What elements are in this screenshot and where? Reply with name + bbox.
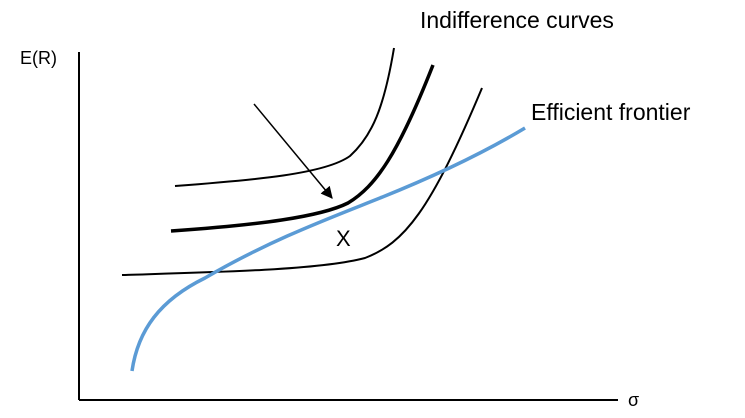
indifference-curve-lower	[121, 87, 483, 276]
x-axis-label: σ	[628, 390, 639, 410]
y-axis-label: E(R)	[20, 48, 57, 68]
efficient-frontier-curve	[130, 126, 526, 372]
point-x-label: X	[336, 226, 351, 251]
indifference-curves-label: Indifference curves	[420, 7, 614, 33]
efficient-frontier-label: Efficient frontier	[531, 99, 691, 125]
tangency-arrow	[253, 103, 333, 199]
indifference-curve-tangent	[170, 64, 435, 233]
indifference-curve-upper	[174, 47, 395, 187]
